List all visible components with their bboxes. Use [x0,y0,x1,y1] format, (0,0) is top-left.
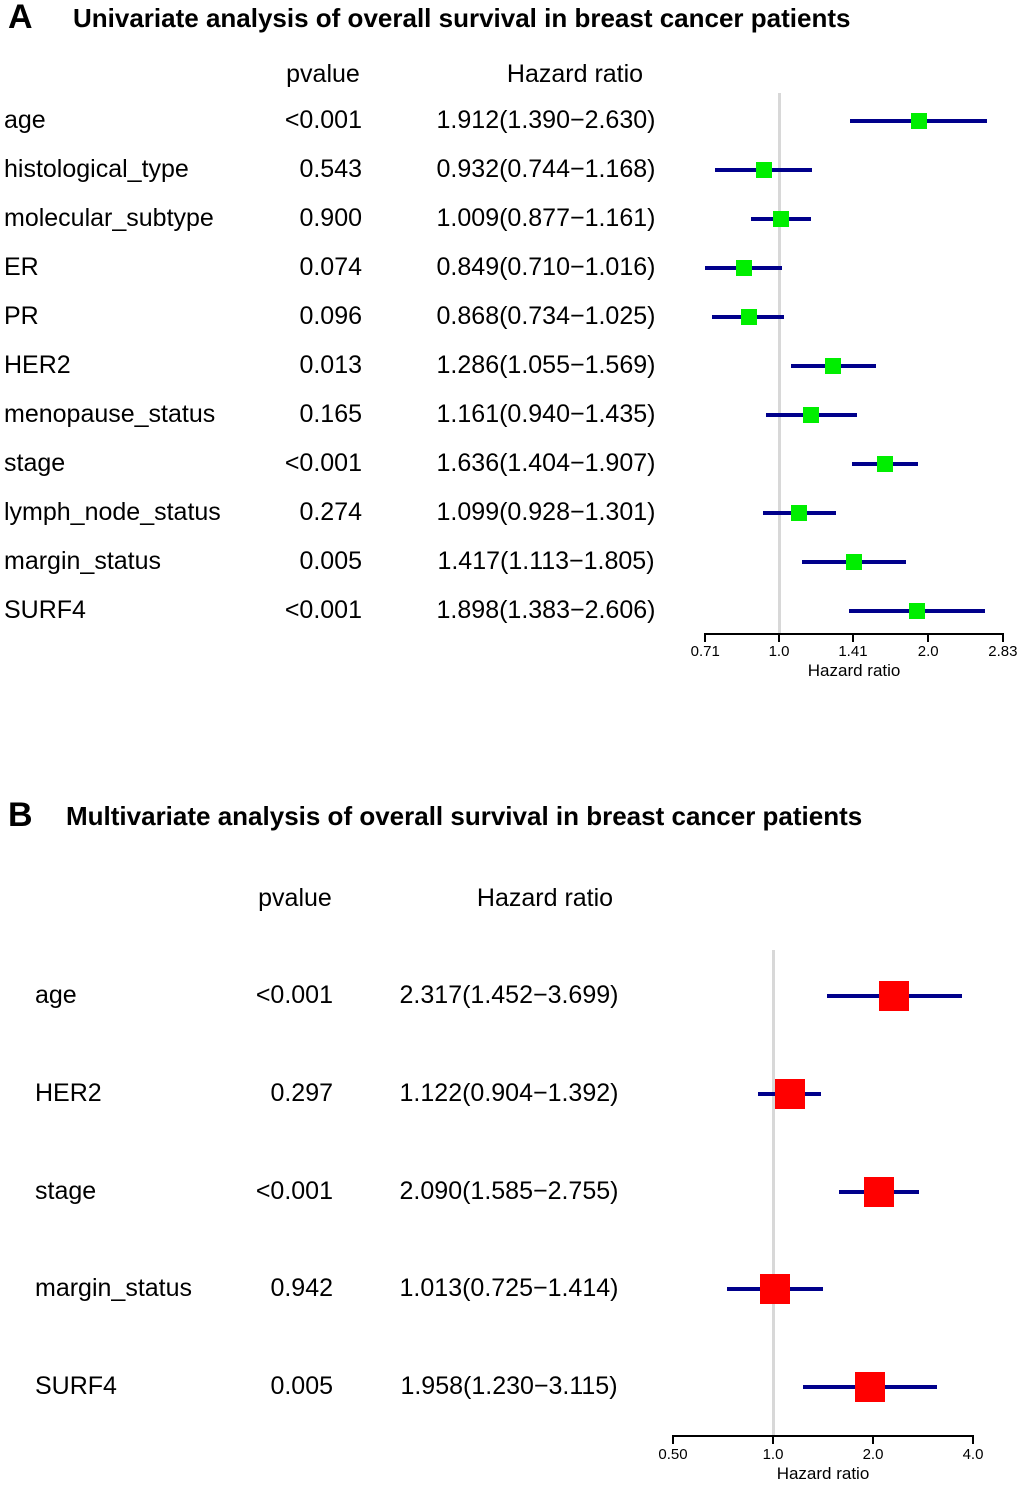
row-label: margin_status [4,547,162,575]
row-pvalue: <0.001 [284,449,362,477]
x-axis-tick-label: 1.0 [762,1446,784,1463]
row-pvalue: 0.165 [299,400,362,428]
hr-marker [876,456,893,472]
row-label: histological_type [4,155,189,183]
row-pvalue: <0.001 [284,106,362,134]
row-hr-text: 1.912(1.390−2.630) [436,106,656,134]
panel-b-pvalue-header: pvalue [258,884,332,912]
x-axis-tick [672,1435,674,1444]
row-hr-text: 1.099(0.928−1.301) [436,498,656,526]
x-axis-tick-label: 2.0 [917,643,939,660]
row-pvalue: 0.900 [299,204,362,232]
x-axis-tick-label: 0.50 [658,1446,688,1463]
row-hr-text: 1.286(1.055−1.569) [436,351,656,379]
hr-marker [879,981,910,1011]
row-pvalue: 0.013 [299,351,362,379]
row-pvalue: <0.001 [255,981,333,1009]
hr-marker [791,505,808,521]
row-label: SURF4 [4,596,86,624]
row-label: lymph_node_status [4,498,221,526]
row-label: ER [4,253,39,281]
x-axis-tick [1001,633,1004,642]
x-axis-tick-label: 0.71 [690,643,720,660]
row-hr-text: 1.417(1.113−1.805) [437,547,655,575]
row-hr-text: 1.009(0.877−1.161) [436,204,656,232]
row-pvalue: 0.005 [270,1372,333,1400]
hr-marker [759,1274,790,1305]
x-axis-tick [972,1435,974,1444]
x-axis-title: Hazard ratio [776,1464,870,1483]
row-label: SURF4 [35,1372,117,1400]
hr-marker [846,554,863,570]
x-axis-tick [851,633,854,642]
row-label: stage [35,1176,97,1205]
hr-marker [825,358,842,374]
row-pvalue: 0.005 [299,547,362,575]
row-label: margin_status [35,1274,193,1303]
row-hr-text: 1.013(0.725−1.414) [399,1274,619,1303]
x-axis-tick [778,633,780,642]
panel-a-hazard-ratio-header: Hazard ratio [506,60,644,88]
row-hr-text: 2.090(1.585−2.755) [399,1176,619,1205]
row-label: age [35,981,77,1009]
hr-marker [803,407,820,423]
hr-marker [772,211,789,227]
reference-line [777,93,781,633]
hr-marker [735,260,752,276]
row-hr-text: 1.898(1.383−2.606) [436,596,656,624]
row-label: menopause_status [4,400,216,428]
row-hr-text: 1.958(1.230−3.115) [400,1372,618,1400]
x-axis-tick-label: 1.0 [768,643,790,660]
row-label: molecular_subtype [4,204,214,232]
x-axis-line [672,1435,974,1437]
row-pvalue: <0.001 [284,596,362,624]
row-hr-text: 0.868(0.734−1.025) [436,302,656,330]
row-label: PR [4,302,39,330]
hr-marker [740,309,757,325]
panel-a-letter: A [8,0,33,36]
row-pvalue: 0.274 [299,498,362,526]
hr-marker [774,1078,805,1109]
row-hr-text: 1.161(0.940−1.435) [436,400,656,428]
row-pvalue: 0.074 [299,253,362,281]
x-axis-tick-label: 1.41 [838,643,868,660]
panel-a-pvalue-header: pvalue [286,60,360,88]
x-axis-tick [927,633,930,642]
row-hr-text: 0.849(0.710−1.016) [436,253,656,281]
panel-a-title: Univariate analysis of overall survival … [73,3,851,33]
row-label: HER2 [35,1078,102,1107]
x-axis-tick-label: 2.0 [862,1446,884,1463]
row-pvalue: <0.001 [255,1176,333,1205]
reference-line [771,950,775,1435]
hr-marker [755,162,772,178]
x-axis-tick [772,1435,774,1444]
row-pvalue: 0.297 [270,1078,333,1107]
panel-b-hazard-ratio-header: Hazard ratio [476,884,614,912]
row-label: age [4,106,46,134]
row-pvalue: 0.543 [299,155,362,183]
hr-marker [910,113,927,129]
hr-marker [908,603,925,619]
hr-marker [854,1372,885,1402]
x-axis-tick-label: 4.0 [962,1446,984,1463]
x-axis-tick-label: 2.83 [988,643,1018,660]
panel-b-title: Multivariate analysis of overall surviva… [66,801,863,831]
row-label: stage [4,449,66,477]
hr-marker [864,1176,895,1207]
row-hr-text: 1.636(1.404−1.907) [436,449,656,477]
row-pvalue: 0.942 [270,1274,333,1303]
x-axis-title: Hazard ratio [807,661,901,680]
panel-b-letter: B [8,796,33,834]
row-hr-text: 0.932(0.744−1.168) [436,155,656,183]
row-label: HER2 [4,351,71,379]
row-hr-text: 2.317(1.452−3.699) [399,981,619,1009]
row-hr-text: 1.122(0.904−1.392) [399,1078,619,1107]
row-pvalue: 0.096 [299,302,362,330]
x-axis-line [704,633,1004,635]
x-axis-tick [704,633,707,642]
x-axis-tick [872,1435,874,1444]
